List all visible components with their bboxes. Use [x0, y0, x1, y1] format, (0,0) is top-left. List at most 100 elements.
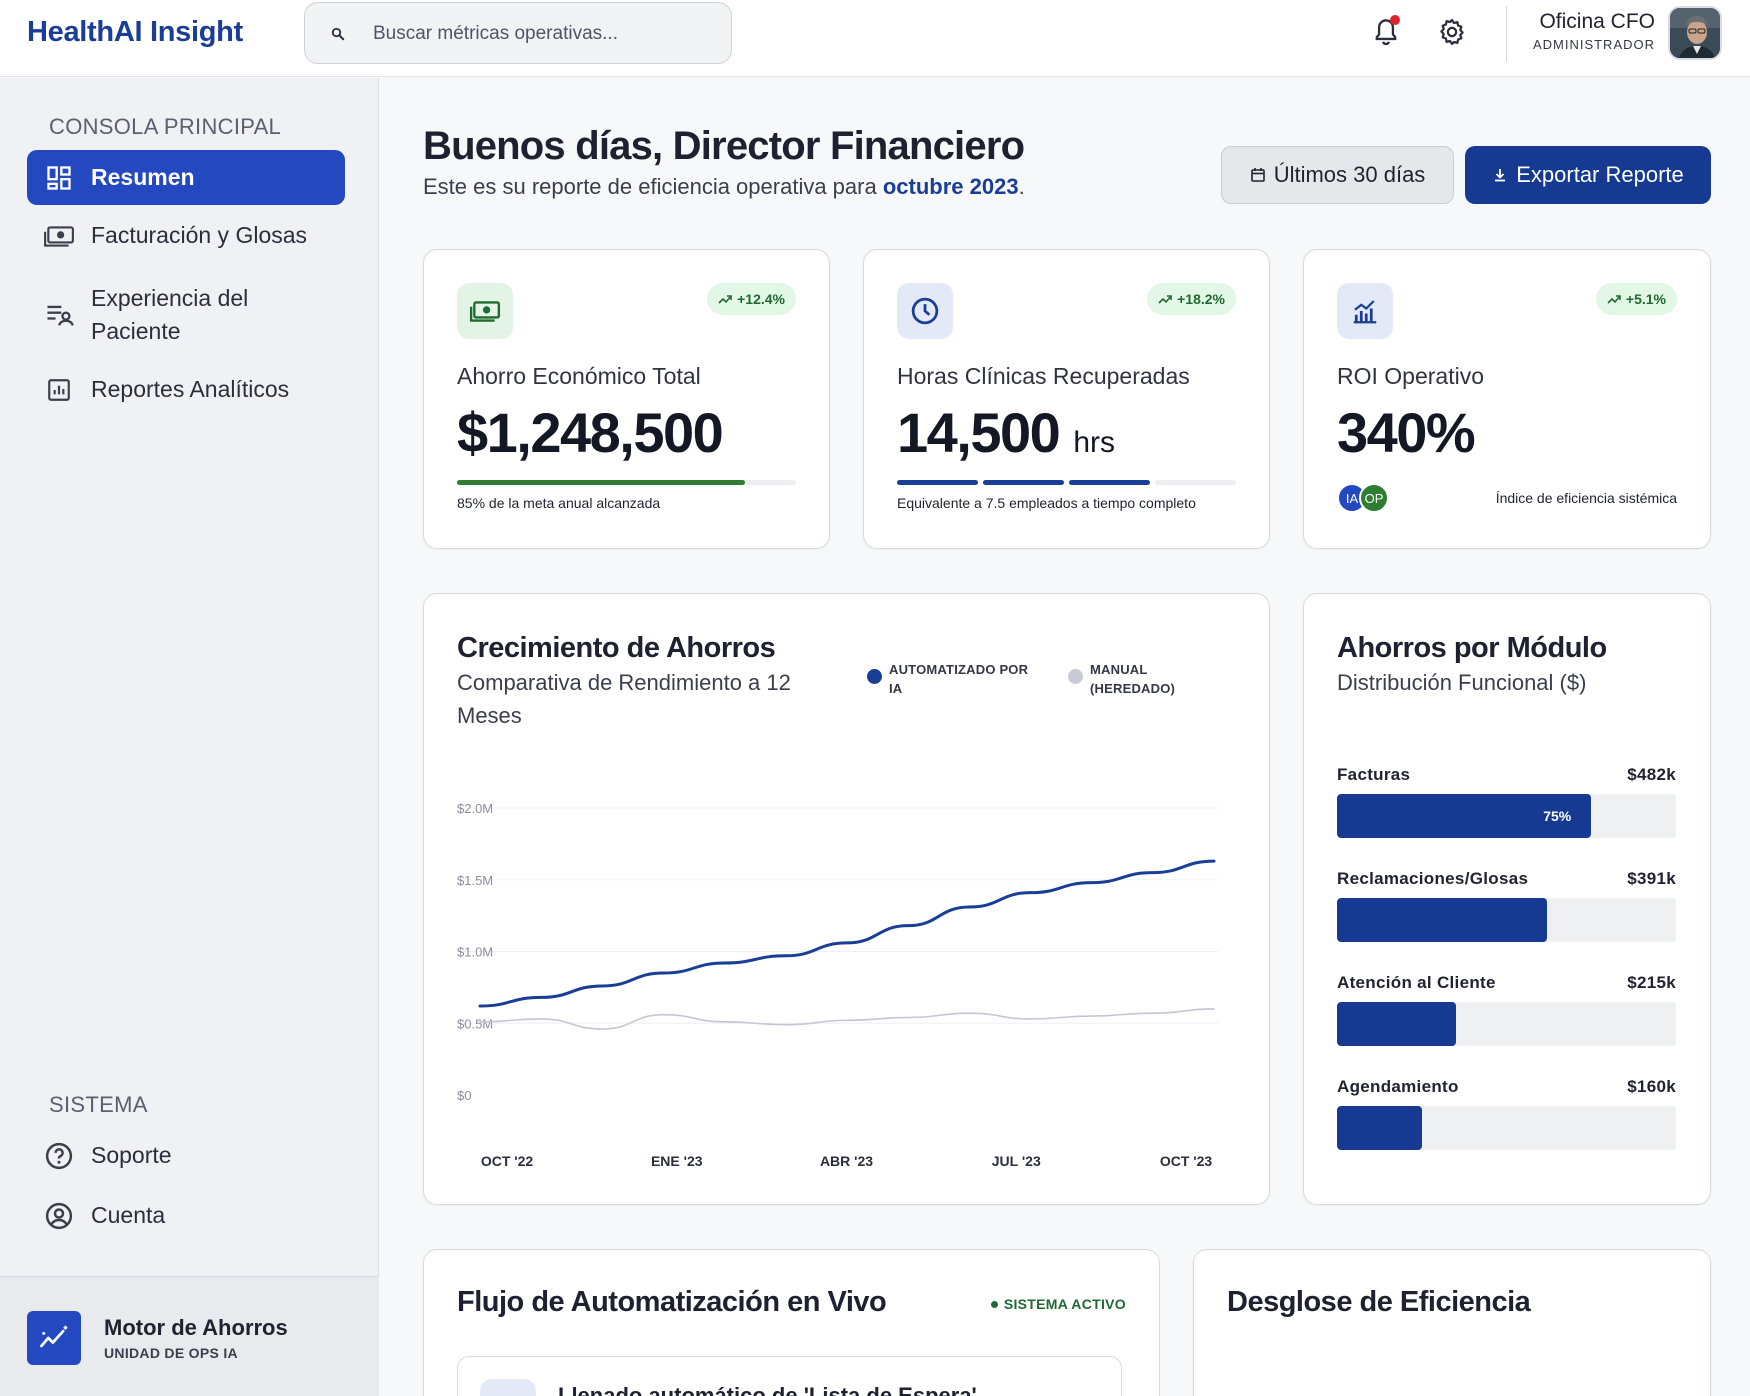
page-title: Buenos días, Director Financiero	[423, 124, 1025, 168]
patient-list-icon	[27, 301, 91, 329]
module-value: $482k	[1627, 765, 1676, 784]
account-icon	[27, 1201, 91, 1231]
module-savings-card: Ahorros por Módulo Distribución Funciona…	[1303, 593, 1711, 1205]
efficiency-title: Desglose de Eficiencia	[1227, 1286, 1531, 1318]
user-name: Oficina CFO	[1539, 10, 1655, 33]
kpi-label: Ahorro Económico Total	[457, 363, 701, 389]
module-row-facturas: Facturas $482k 75%	[1337, 765, 1676, 838]
module-fill	[1337, 1002, 1456, 1046]
badge-value: +18.2%	[1177, 291, 1225, 307]
savings-engine-panel[interactable]: Motor de Ahorros UNIDAD DE OPS IA	[0, 1276, 379, 1396]
gear-icon	[1440, 19, 1464, 45]
settings-button[interactable]	[1432, 12, 1472, 52]
kpi-footer: Índice de eficiencia sistémica	[1495, 490, 1677, 506]
trend-icon	[27, 1311, 81, 1365]
money-icon	[27, 223, 91, 249]
trending-up-icon	[1158, 295, 1172, 304]
sidebar-item-experiencia[interactable]: Experiencia del Paciente	[27, 280, 345, 350]
kpi-value: $1,248,500	[457, 401, 724, 464]
sidebar-item-label: Soporte	[91, 1142, 172, 1168]
sidebar-item-reportes[interactable]: Reportes Analíticos	[27, 362, 345, 417]
efficiency-breakdown-card: Desglose de Eficiencia	[1193, 1249, 1711, 1396]
module-value: $215k	[1627, 973, 1676, 992]
legend-dot-ai	[867, 669, 882, 684]
y-tick-label: $0.5M	[457, 1016, 493, 1031]
x-tick-label: OCT '23	[1160, 1153, 1213, 1169]
kpi-card-savings: +12.4% Ahorro Económico Total $1,248,500…	[423, 249, 830, 549]
hours-segment-bar	[897, 480, 1236, 485]
y-tick-label: $2.0M	[457, 801, 493, 816]
notifications-button[interactable]	[1366, 12, 1406, 52]
kpi-card-hours: +18.2% Horas Clínicas Recuperadas 14,500…	[863, 249, 1270, 549]
x-tick-label: ABR '23	[820, 1153, 873, 1169]
export-report-button[interactable]: Exportar Reporte	[1465, 146, 1711, 204]
status-dot	[990, 1300, 998, 1308]
date-range-label: Últimos 30 días	[1273, 162, 1426, 187]
brand-logo[interactable]: HealthAI Insight	[27, 16, 243, 48]
notification-dot	[1390, 15, 1400, 25]
sidebar-item-cuenta[interactable]: Cuenta	[27, 1188, 345, 1243]
date-range-button[interactable]: Últimos 30 días	[1221, 146, 1454, 204]
status-badge: SISTEMA ACTIVO	[990, 1296, 1126, 1312]
sidebar: CONSOLA PRINCIPAL Resumen Facturación y …	[0, 78, 379, 1396]
search-input[interactable]	[373, 19, 713, 49]
flow-title: Flujo de Automatización en Vivo	[457, 1286, 887, 1318]
calendar-icon	[1250, 168, 1265, 182]
y-tick-label: $1.0M	[457, 945, 493, 960]
page-subtitle: Este es su reporte de eficiencia operati…	[423, 174, 1025, 200]
trend-badge: +5.1%	[1595, 283, 1677, 315]
flow-item[interactable]: Llenado automático de 'Lista de Espera'	[457, 1356, 1122, 1396]
sidebar-item-soporte[interactable]: Soporte	[27, 1128, 345, 1183]
module-row-atencion: Atención al Cliente $215k	[1337, 973, 1676, 1046]
sidebar-item-facturacion[interactable]: Facturación y Glosas	[27, 208, 345, 263]
module-row-reclamaciones: Reclamaciones/Glosas $391k	[1337, 869, 1676, 942]
module-value: $160k	[1627, 1077, 1676, 1096]
sidebar-section-main: CONSOLA PRINCIPAL	[49, 114, 282, 139]
user-role: ADMINISTRADOR	[1532, 37, 1655, 52]
hours-segment	[897, 480, 978, 485]
y-tick-label: $1.5M	[457, 873, 493, 888]
hours-segment	[1155, 480, 1236, 485]
kpi-unit: hrs	[1073, 426, 1116, 459]
modules-subtitle: Distribución Funcional ($)	[1337, 670, 1587, 695]
subtitle-prefix: Este es su reporte de eficiencia operati…	[423, 174, 883, 199]
avatar[interactable]	[1668, 6, 1722, 60]
module-fill	[1337, 1106, 1422, 1150]
trend-badge: +18.2%	[1147, 283, 1236, 315]
subtitle-suffix: .	[1018, 174, 1025, 199]
sidebar-item-label: Cuenta	[91, 1202, 166, 1228]
x-tick-label: OCT '22	[481, 1153, 534, 1169]
goal-progress-fill	[457, 480, 746, 485]
clock-icon	[897, 283, 953, 339]
trend-badge: +12.4%	[707, 283, 796, 315]
kpi-number: 14,500	[897, 401, 1061, 464]
legend-label: AUTOMATIZADO POR IA	[889, 662, 1029, 696]
kpi-label: Horas Clínicas Recuperadas	[897, 363, 1190, 389]
badge-value: +5.1%	[1625, 291, 1666, 307]
report-period: octubre 2023	[882, 174, 1019, 199]
top-header: HealthAI Insight Oficina CFO ADMINISTRAD…	[0, 0, 1750, 77]
x-tick-label: ENE '23	[651, 1153, 703, 1169]
trending-up-icon	[718, 295, 732, 304]
module-track	[1337, 1106, 1676, 1150]
module-track: 75%	[1337, 794, 1676, 838]
module-label: Facturas	[1337, 765, 1411, 784]
module-label: Atención al Cliente	[1337, 973, 1496, 992]
legend-item-manual: MANUAL (HEREDADO)	[1068, 660, 1188, 698]
flow-item-title: Llenado automático de 'Lista de Espera'	[558, 1383, 977, 1396]
goal-progress-track	[457, 480, 796, 485]
kpi-footer: 85% de la meta anual alcanzada	[457, 495, 661, 511]
sidebar-item-label: Experiencia del Paciente	[91, 285, 249, 344]
analytics-icon	[27, 377, 91, 403]
sidebar-section-system: SISTEMA	[49, 1092, 148, 1117]
chart-bars-icon	[1337, 283, 1393, 339]
modules-title: Ahorros por Módulo	[1337, 632, 1607, 664]
search-bar[interactable]	[304, 2, 732, 64]
user-avatar-icon	[1670, 8, 1720, 58]
sidebar-item-resumen[interactable]: Resumen	[27, 150, 345, 205]
module-label: Reclamaciones/Glosas	[1337, 869, 1529, 888]
money-icon	[457, 283, 513, 339]
badge-value: +12.4%	[737, 291, 785, 307]
search-icon	[331, 27, 345, 41]
hours-segment	[1069, 480, 1150, 485]
